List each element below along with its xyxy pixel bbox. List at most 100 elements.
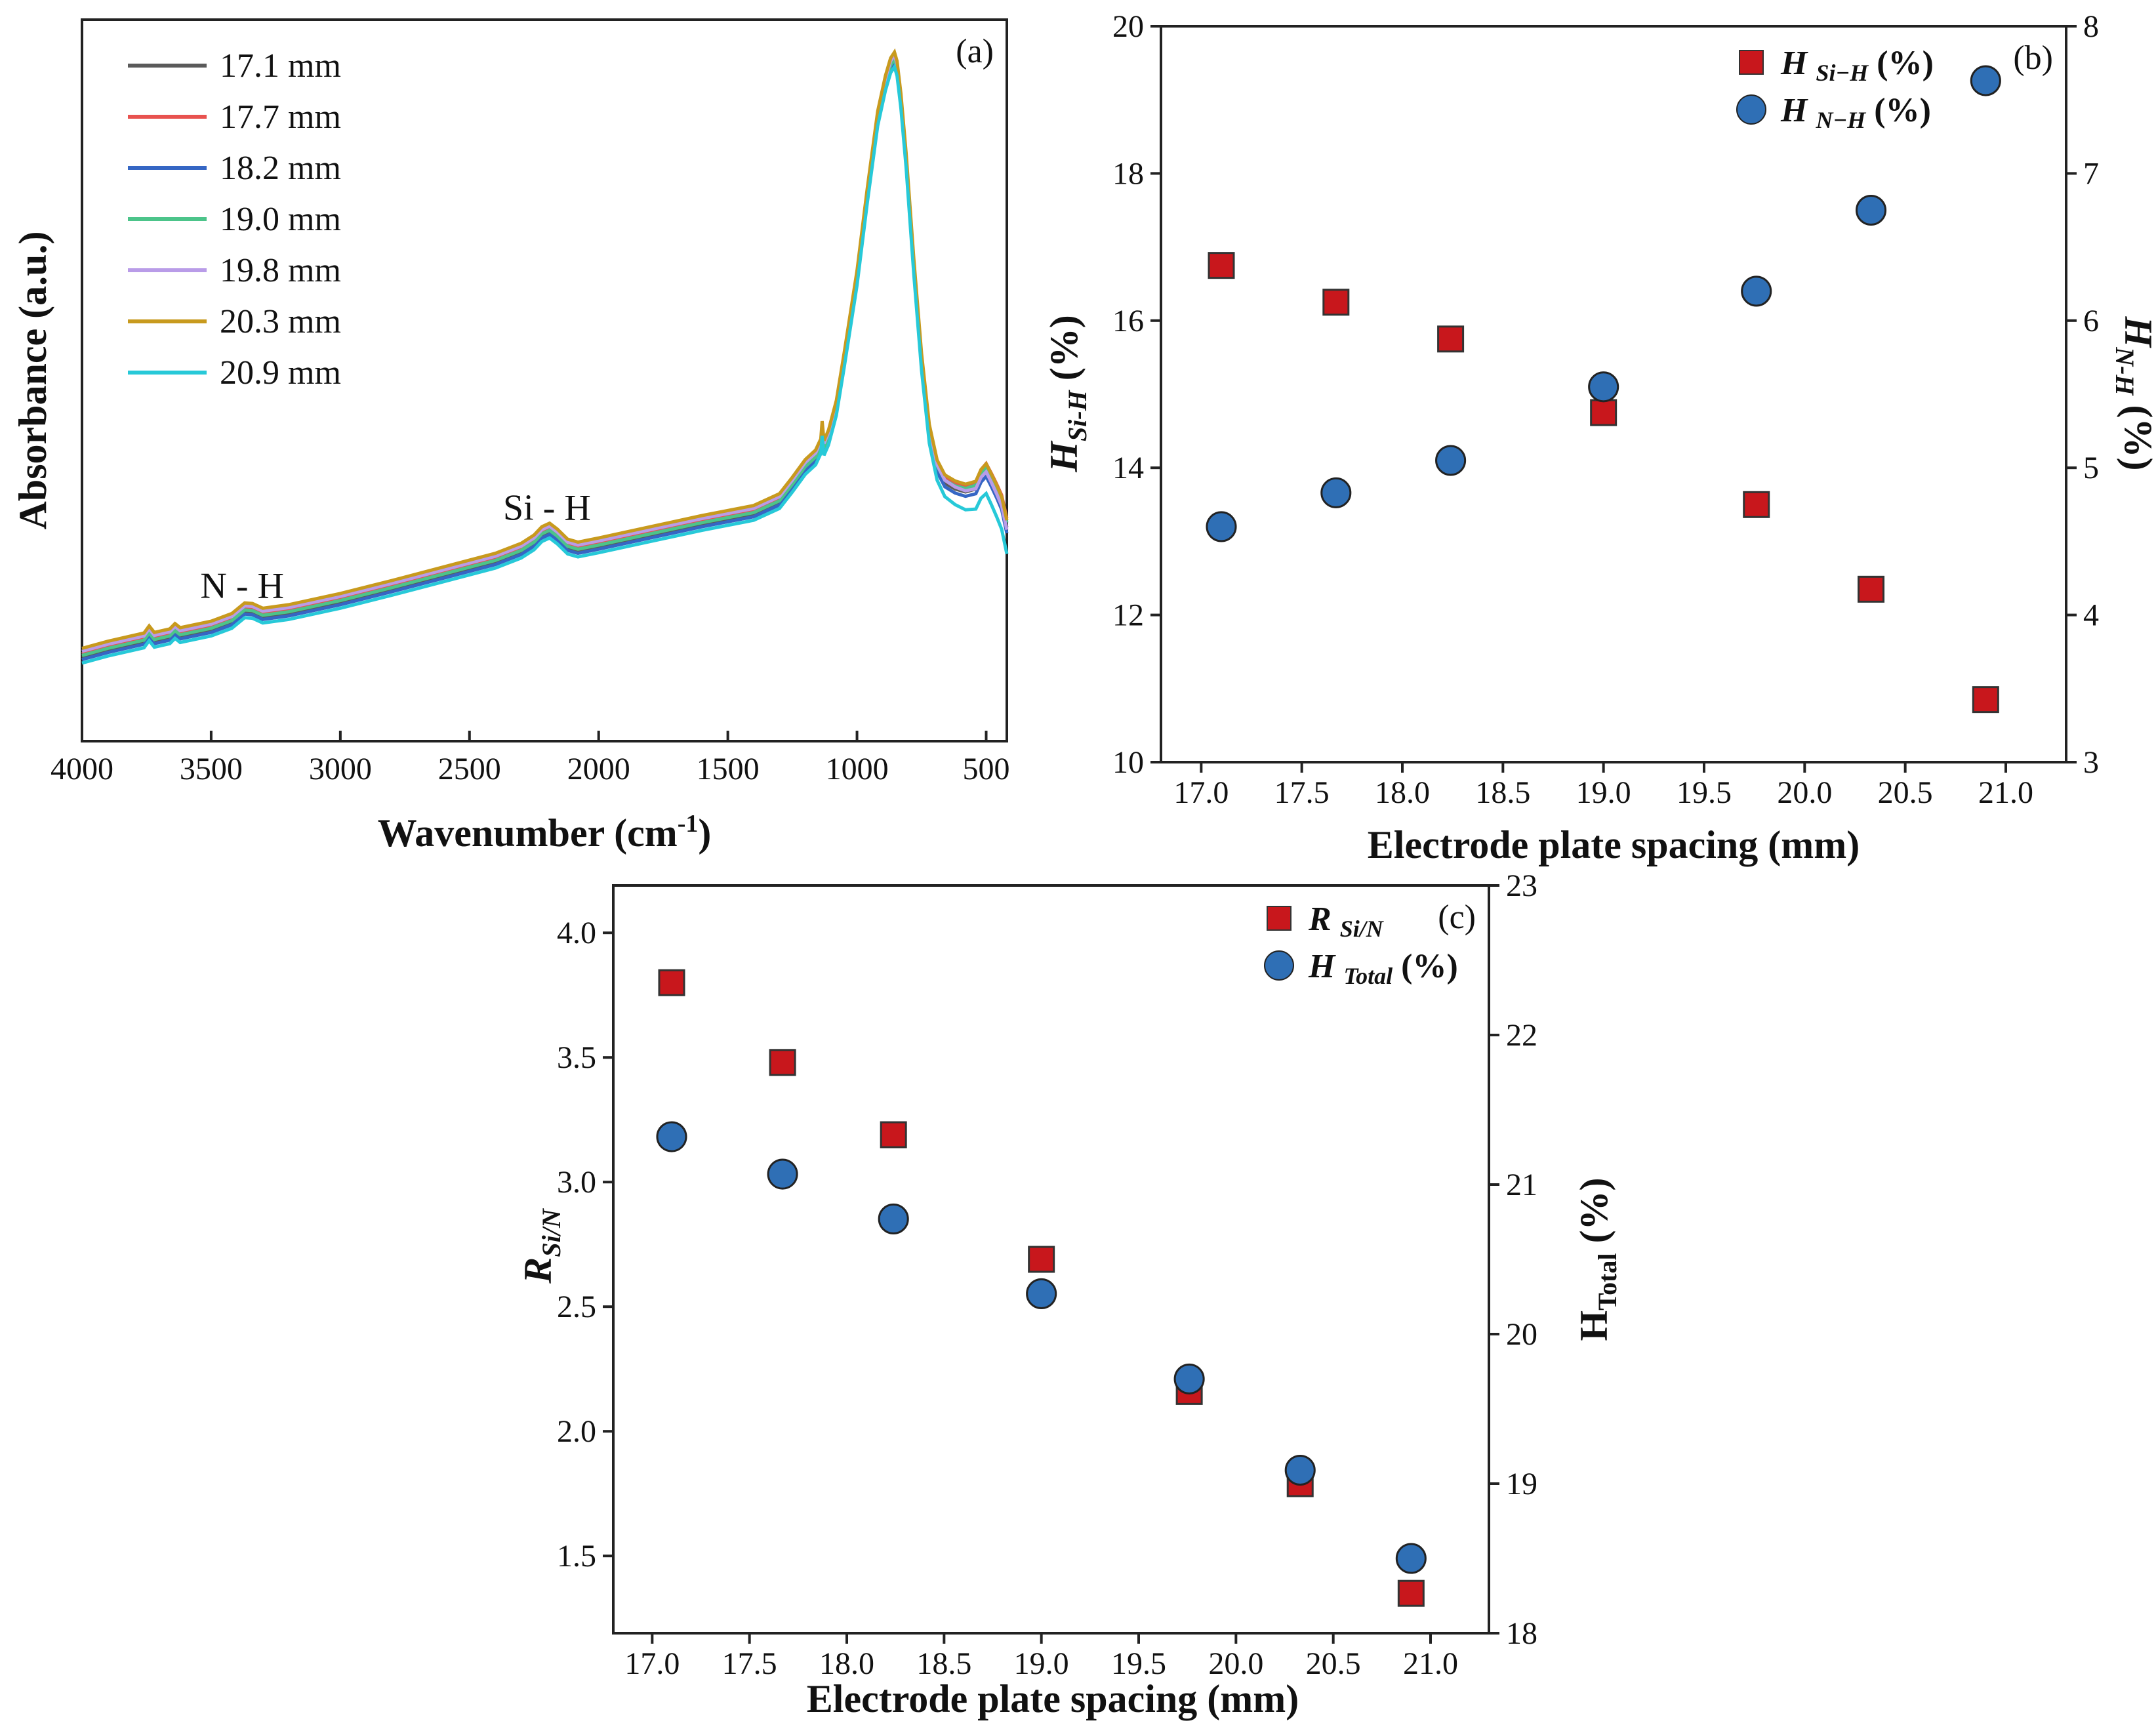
panel-b-x-ticks: 17.0 17.5 18.0 18.5 19.0 19.5 20.0 20.5 21.0: [1173, 762, 2033, 810]
right-y-tick-label: 23: [1506, 868, 1537, 903]
x-tick-label: 3500: [180, 752, 243, 786]
circle-marker: [1026, 1278, 1057, 1309]
left-y-tick-label: 18: [1112, 156, 1144, 191]
legend-square-swatch: [1267, 906, 1292, 931]
legend-label: 19.0 mm: [220, 201, 341, 238]
x-tick-label: 18.5: [916, 1646, 971, 1681]
right-y-tick-label: 7: [2083, 156, 2099, 191]
left-y-tick-label: 16: [1112, 304, 1144, 338]
x-tick-label: 19.5: [1111, 1646, 1166, 1681]
x-tick-label: 17.5: [722, 1646, 777, 1681]
panel-c-plot-frame: [612, 884, 1490, 1635]
panel-b-x-axis-title: Electrode plate spacing (mm): [1368, 823, 1860, 866]
circle-marker: [1741, 275, 1772, 307]
x-tick-label: 17.0: [1173, 775, 1229, 810]
legend-label: 20.9 mm: [220, 354, 341, 392]
circle-marker: [656, 1121, 687, 1152]
legend-label: H Total (%): [1308, 948, 1458, 989]
circle-marker: [1395, 1543, 1427, 1574]
left-y-tick-label: 2.5: [557, 1290, 596, 1324]
x-tick-label: 1500: [697, 752, 760, 786]
left-y-tick-label: 1.5: [557, 1539, 596, 1574]
square-marker: [1858, 575, 1885, 603]
x-tick-label: 3000: [309, 752, 372, 786]
circle-marker: [767, 1158, 798, 1190]
panel-b-tag: (b): [2013, 39, 2053, 77]
legend-square-swatch: [1739, 50, 1764, 75]
x-tick-label: 18.0: [1375, 775, 1430, 810]
panel-c-left-y-ticks: 1.5 2.0 2.5 3.0 3.5 4.0: [557, 916, 613, 1574]
peak-annotation: N - H: [200, 565, 284, 606]
left-y-tick-label: 12: [1112, 598, 1144, 633]
right-y-tick-label: 8: [2083, 9, 2099, 44]
spectrum-line-4: [81, 51, 1009, 653]
square-marker: [880, 1121, 907, 1148]
peak-annotation: Si - H: [503, 488, 591, 529]
panel-c-right-y-ticks: 18 19 20 21 22 23: [1489, 868, 1537, 1651]
square-marker: [1590, 399, 1617, 426]
x-tick-label: 21.0: [1403, 1646, 1458, 1681]
circle-marker: [1173, 1363, 1205, 1394]
panel-c-right-y-axis-title: HTotal (%): [1572, 1177, 1622, 1341]
panel-b-right-y-axis-title: HN-H (%): [2110, 316, 2156, 471]
right-y-tick-label: 3: [2083, 745, 2099, 780]
square-marker: [1437, 325, 1465, 353]
panel-a-legend: 17.1 mm 17.7 mm 18.2 mm 19.0 mm 19.8 mm 20.3 …: [128, 47, 341, 392]
x-tick-label: 18.0: [819, 1646, 874, 1681]
legend-label: H N−H (%): [1780, 92, 1931, 133]
x-tick-label: 20.0: [1208, 1646, 1263, 1681]
x-tick-label: 19.0: [1576, 775, 1631, 810]
legend-label: H Si−H (%): [1780, 45, 1934, 86]
square-marker: [1028, 1246, 1055, 1273]
circle-marker: [1855, 194, 1887, 226]
right-y-tick-label: 19: [1506, 1467, 1537, 1501]
left-y-tick-label: 3.5: [557, 1040, 596, 1075]
panel-b-legend: H Si−H (%) H N−H (%): [1736, 45, 1934, 133]
right-y-tick-label: 18: [1506, 1616, 1537, 1651]
panel-c-x-axis-title: Electrode plate spacing (mm): [807, 1677, 1299, 1720]
x-tick-label: 1000: [826, 752, 889, 786]
circle-marker: [1970, 65, 2001, 96]
circle-marker: [878, 1203, 909, 1234]
circle-marker: [1284, 1454, 1316, 1486]
panel-b-scatter-chart: 17.0 17.5 18.0 18.5 19.0 19.5 20.0 20.5 21.0 101…: [1042, 9, 2156, 866]
panel-c-markers: [656, 969, 1427, 1607]
right-y-tick-label: 21: [1506, 1168, 1537, 1202]
panel-c-left-y-axis-title: RSi/N: [516, 1208, 566, 1284]
panel-b-right-y-ticks: 3 4 5 6 7 8: [2066, 9, 2099, 780]
circle-marker: [1435, 445, 1467, 476]
x-tick-label: 20.5: [1878, 775, 1933, 810]
panel-a-plot-frame: [81, 18, 1008, 742]
square-marker: [658, 969, 685, 996]
panel-c-legend: R Si/N H Total (%): [1264, 901, 1458, 989]
legend-circle-swatch: [1264, 950, 1294, 981]
legend-circle-swatch: [1736, 94, 1766, 125]
left-y-tick-label: 2.0: [557, 1414, 596, 1449]
legend-label: 17.7 mm: [220, 98, 341, 136]
x-tick-label: 4000: [51, 752, 113, 786]
square-marker: [1208, 252, 1235, 279]
x-tick-label: 18.5: [1475, 775, 1530, 810]
spectrum-line-6: [81, 63, 1009, 665]
x-tick-label: 17.5: [1274, 775, 1330, 810]
square-marker: [1397, 1579, 1425, 1607]
x-tick-label: 20.0: [1777, 775, 1832, 810]
panel-a-annotations: N - H Si - H: [200, 488, 590, 607]
x-tick-label: 17.0: [624, 1646, 680, 1681]
square-marker: [1972, 686, 1999, 714]
square-marker: [769, 1049, 796, 1076]
x-tick-label: 2000: [567, 752, 630, 786]
panel-a-x-ticks: 4000 3500 3000 2500 2000 1500 1000 500: [51, 731, 1009, 786]
square-marker: [1322, 289, 1350, 316]
panel-a-tag: (a): [956, 33, 994, 70]
circle-marker: [1206, 511, 1237, 542]
left-y-tick-label: 10: [1112, 745, 1144, 780]
spectrum-line-5: [81, 48, 1009, 650]
legend-label: R Si/N: [1308, 901, 1385, 942]
x-tick-label: 500: [962, 752, 1009, 786]
left-y-tick-label: 14: [1112, 451, 1144, 485]
right-y-tick-label: 20: [1506, 1317, 1537, 1352]
panel-a-spectra-chart: 4000 3500 3000 2500 2000 1500 1000 500 17.1 mm1…: [11, 18, 1009, 855]
panel-b-plot-frame: [1160, 25, 2067, 763]
